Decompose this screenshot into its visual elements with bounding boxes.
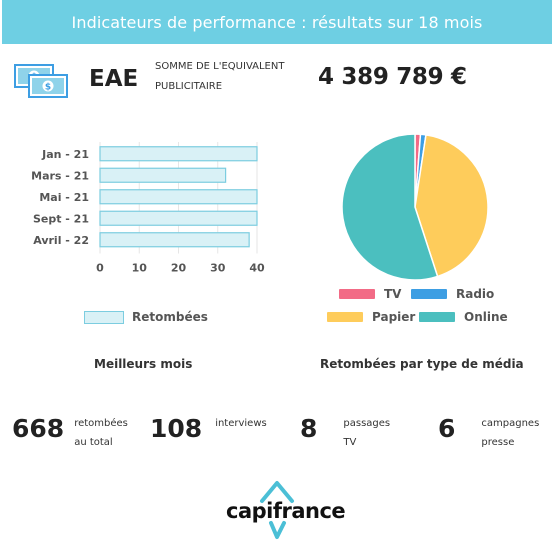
- stat-label-line: campagnes: [481, 418, 540, 429]
- eae-description-line: SOMME DE L'EQUIVALENT: [155, 61, 285, 72]
- stat-label-line: passages: [343, 418, 391, 429]
- stat-campagnes: 6 campagnes presse: [438, 414, 539, 452]
- stat-value: 668: [12, 414, 65, 443]
- stat-label-line: au total: [74, 437, 113, 448]
- svg-text:$: $: [45, 83, 51, 93]
- x-tick-label: 10: [132, 262, 148, 275]
- bar: [99, 210, 258, 226]
- category-label: Avril - 22: [33, 234, 89, 247]
- stat-value: 6: [438, 414, 456, 443]
- stat-label-line: TV: [343, 437, 357, 448]
- capifrance-logo: capifrance: [222, 479, 346, 541]
- category-label: Mars - 21: [31, 169, 89, 182]
- stat-label: passages TV: [343, 414, 390, 452]
- stat-label-line: interviews: [215, 418, 267, 429]
- legend-swatch-online: [419, 312, 455, 322]
- eae-label: EAE: [89, 66, 139, 92]
- legend-swatch-radio: [411, 289, 447, 299]
- stat-value: 8: [300, 414, 318, 443]
- header-banner: Indicateurs de performance : résultats s…: [2, 0, 552, 44]
- eae-description: SOMME DE L'EQUIVALENT PUBLICITAIRE: [155, 57, 315, 97]
- legend-label-online: Online: [464, 310, 508, 324]
- stat-label-line: retombées: [74, 418, 128, 429]
- stat-label: interviews: [215, 414, 267, 444]
- x-tick-label: 40: [249, 262, 265, 275]
- legend-swatch-papier: [327, 312, 363, 322]
- legend-item-tv: TV: [339, 287, 401, 301]
- legend-item-radio: Radio: [411, 287, 494, 301]
- legend-label-tv: TV: [384, 287, 402, 301]
- x-tick-label: 30: [210, 262, 226, 275]
- house-roof-icon: [260, 481, 294, 539]
- stat-interviews: 108 interviews: [150, 414, 267, 444]
- bar: [99, 189, 258, 205]
- legend-item-online: Online: [419, 310, 508, 324]
- category-label: Jan - 21: [41, 148, 89, 161]
- pie-slice-online: [341, 133, 439, 281]
- legend-swatch-tv: [339, 289, 375, 299]
- stat-label: campagnes presse: [481, 414, 539, 452]
- legend-label-radio: Radio: [456, 287, 495, 301]
- bar: [99, 232, 250, 248]
- legend-swatch-retombees: [84, 310, 124, 324]
- x-tick-label: 0: [96, 262, 104, 275]
- category-label: Mai - 21: [39, 191, 89, 204]
- category-label: Sept - 21: [33, 212, 89, 225]
- page-title: Indicateurs de performance : résultats s…: [71, 12, 483, 32]
- media-pie-chart: [341, 133, 489, 281]
- stat-label: retombées au total: [74, 414, 128, 452]
- stat-label-line: presse: [481, 437, 515, 448]
- stat-passages-tv: 8 passages TV: [300, 414, 390, 452]
- eae-description-line: PUBLICITAIRE: [155, 81, 223, 92]
- best-months-title: Meilleurs mois: [94, 357, 193, 371]
- bar: [99, 146, 258, 162]
- logo-wordmark: capifrance: [226, 499, 346, 523]
- money-bills-icon: $ $: [14, 64, 68, 98]
- legend-label-papier: Papier: [372, 310, 416, 324]
- pie-slice-papier: [414, 133, 489, 278]
- legend-item-papier: Papier: [327, 310, 415, 324]
- bar: [99, 167, 227, 183]
- bar-legend: Retombées: [84, 310, 208, 324]
- stat-value: 108: [150, 414, 203, 443]
- best-months-bar-chart: 0 10 20 30 40 Jan - 21 Mars - 21 Mai - 21 Sept -…: [31, 142, 265, 275]
- x-tick-label: 20: [171, 262, 187, 275]
- legend-label-retombees: Retombées: [132, 310, 208, 324]
- media-type-title: Retombées par type de média: [320, 357, 524, 371]
- eae-value: 4 389 789 €: [318, 64, 467, 90]
- stat-retombees: 668 retombées au total: [12, 414, 128, 452]
